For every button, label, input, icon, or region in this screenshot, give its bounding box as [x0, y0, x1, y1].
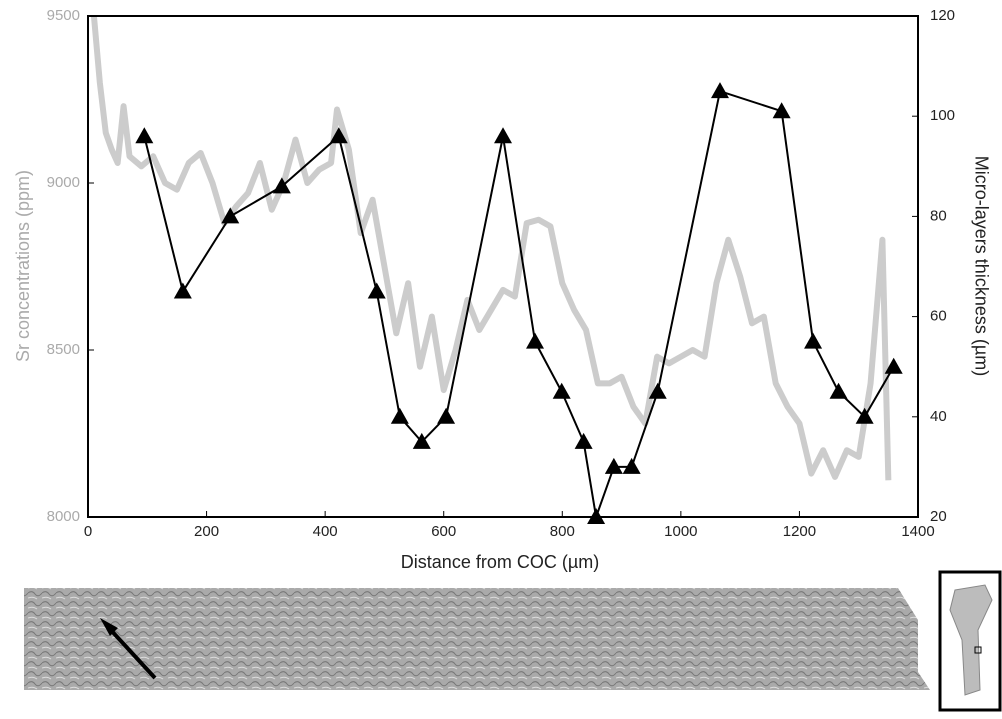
y2-axis-label: Micro-layers thickness (µm) — [971, 156, 991, 376]
x-axis-label: Distance from COC (µm) — [401, 552, 599, 572]
sem-image — [24, 588, 930, 690]
triangle-marker — [329, 127, 348, 144]
sr-line — [90, 15, 892, 481]
triangle-marker — [772, 102, 791, 119]
triangle-marker — [804, 332, 823, 349]
triangle-marker — [622, 457, 641, 474]
triangle-marker — [390, 407, 409, 424]
y-tick-label: 8000 — [47, 508, 80, 525]
y-tick-label: 8500 — [47, 341, 80, 358]
x-tick-label: 600 — [431, 523, 456, 540]
triangle-marker — [829, 382, 848, 399]
x-tick-label: 1200 — [783, 523, 816, 540]
x-tick-label: 1000 — [664, 523, 697, 540]
y2-tick-label: 80 — [930, 207, 947, 224]
plot: Distance from COC (µm) Sr concentrations… — [13, 156, 992, 572]
x-tick-label: 400 — [313, 523, 338, 540]
y-tick-label: 9500 — [47, 7, 80, 24]
triangle-marker — [710, 82, 729, 99]
x-tick-label: 0 — [84, 523, 92, 540]
triangle-marker — [412, 432, 431, 449]
x-tick-label: 1400 — [901, 523, 934, 540]
triangle-marker — [526, 332, 545, 349]
triangle-marker — [494, 127, 512, 144]
y2-tick-label: 100 — [930, 107, 955, 124]
triangle-marker — [221, 207, 240, 224]
triangle-marker — [855, 407, 874, 424]
triangle-marker — [135, 127, 154, 144]
triangle-marker — [437, 407, 456, 424]
arrow — [106, 625, 157, 680]
arrow-head — [100, 618, 118, 636]
bone-photo — [949, 584, 993, 696]
y2-tick-label: 120 — [930, 7, 955, 24]
y2-tick-label: 60 — [930, 308, 947, 325]
x-tick-label: 200 — [194, 523, 219, 540]
triangle-marker — [173, 282, 192, 299]
bone-marker — [974, 646, 982, 654]
triangle-marker — [367, 282, 386, 299]
y-axis-label: Sr concentrations (ppm) — [13, 170, 33, 362]
y2-tick-label: 40 — [930, 408, 947, 425]
triangle-marker — [884, 357, 903, 374]
triangle-marker — [574, 432, 593, 449]
plot-frame — [87, 15, 919, 518]
triangle-marker — [552, 382, 571, 399]
triangle-marker — [272, 177, 291, 194]
triangle-marker — [648, 382, 667, 399]
x-tick-label: 800 — [550, 523, 575, 540]
y-tick-label: 9000 — [47, 174, 80, 191]
y2-tick-label: 20 — [930, 508, 947, 525]
thickness-line — [143, 90, 895, 518]
triangle-marker — [604, 457, 623, 474]
